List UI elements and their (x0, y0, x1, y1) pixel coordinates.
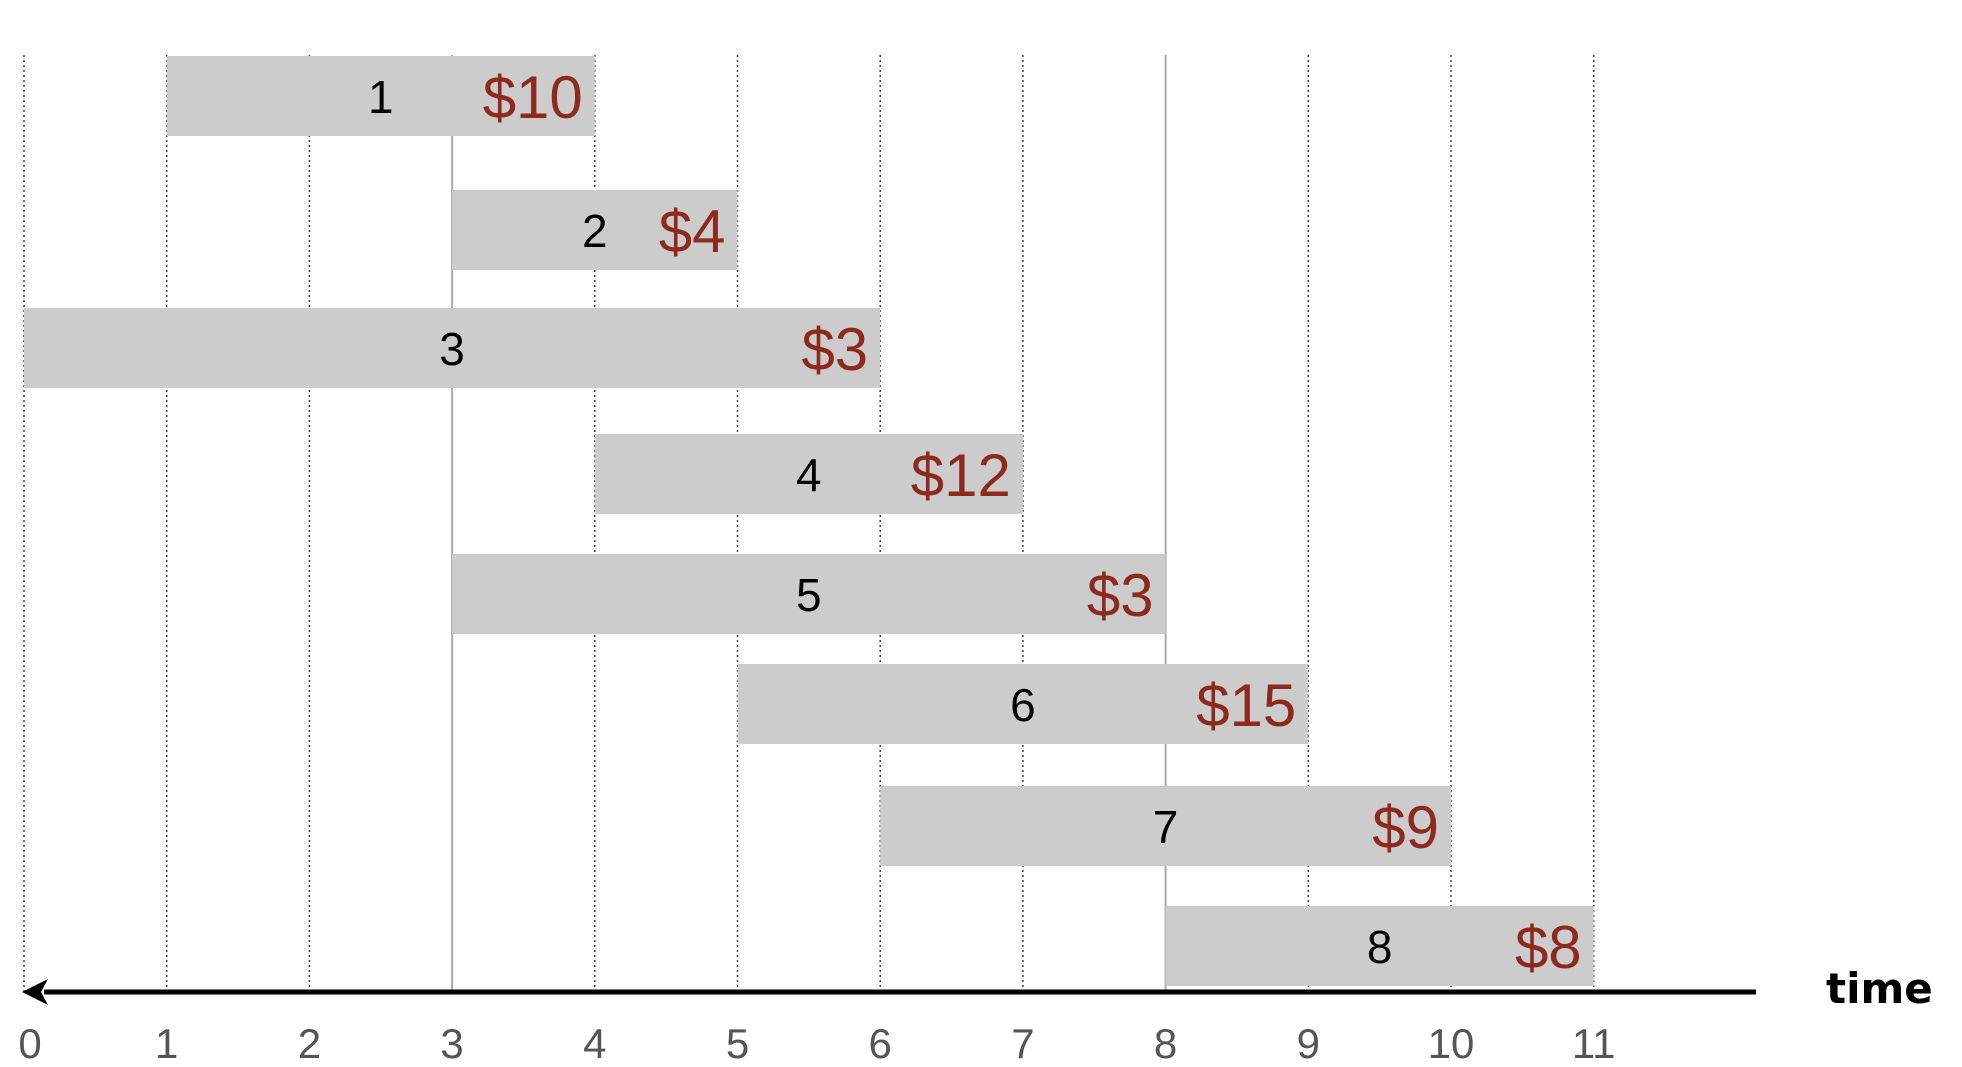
job-bar (166, 56, 595, 136)
job-5: 5 $3 (452, 554, 1166, 634)
job-label: 2 (582, 205, 608, 257)
axis-title: time (1826, 964, 1933, 1013)
job-7: 7 $9 (880, 786, 1451, 866)
job-4: 4 $12 (594, 434, 1023, 514)
job-6: 6 $15 (737, 664, 1309, 744)
job-label: 5 (796, 569, 822, 621)
tick-label: 0 (18, 1020, 41, 1067)
tick-label: 9 (1297, 1020, 1320, 1067)
tick-label: 11 (1572, 1020, 1616, 1067)
job-weight: $15 (1196, 672, 1296, 739)
job-bar (737, 664, 1309, 744)
job-weight: $3 (1087, 562, 1154, 629)
job-bar (24, 308, 881, 388)
job-label: 6 (1010, 679, 1036, 731)
job-weight: $10 (483, 64, 583, 131)
job-2: 2 $4 (452, 190, 738, 270)
job-label: 4 (796, 449, 822, 501)
tick-label: 3 (440, 1020, 463, 1067)
tick-label: 1 (155, 1020, 178, 1067)
job-1: 1 $10 (166, 56, 595, 136)
job-weight: $3 (801, 316, 868, 383)
tick-label: 6 (869, 1020, 892, 1067)
job-bar (594, 434, 1023, 514)
time-axis: time (22, 964, 1933, 1013)
job-bar (1165, 906, 1594, 986)
tick-label: 4 (583, 1020, 606, 1067)
job-bar (452, 190, 738, 270)
job-weight: $9 (1372, 794, 1439, 861)
job-weight: $12 (911, 442, 1011, 509)
job-label: 3 (439, 323, 465, 375)
job-bar (452, 554, 1166, 634)
job-label: 1 (368, 71, 394, 123)
tick-label: 10 (1428, 1020, 1475, 1067)
tick-labels: 0 1 2 3 4 5 6 7 8 9 10 11 (18, 1020, 1615, 1067)
left-arrow-icon (22, 979, 48, 1005)
job-3: 3 $3 (24, 308, 881, 388)
job-weight: $8 (1515, 914, 1582, 981)
job-label: 7 (1153, 801, 1179, 853)
tick-label: 8 (1154, 1020, 1177, 1067)
tick-label: 7 (1011, 1020, 1034, 1067)
job-label: 8 (1367, 921, 1393, 973)
job-8: 8 $8 (1165, 906, 1594, 986)
tick-label: 5 (726, 1020, 749, 1067)
job-weight: $4 (659, 198, 726, 265)
job-bar (880, 786, 1451, 866)
tick-label: 2 (298, 1020, 321, 1067)
job-bars: 1 $10 2 $4 3 $3 4 $12 5 $3 6 $15 7 $9 8 $8 (24, 56, 1594, 986)
